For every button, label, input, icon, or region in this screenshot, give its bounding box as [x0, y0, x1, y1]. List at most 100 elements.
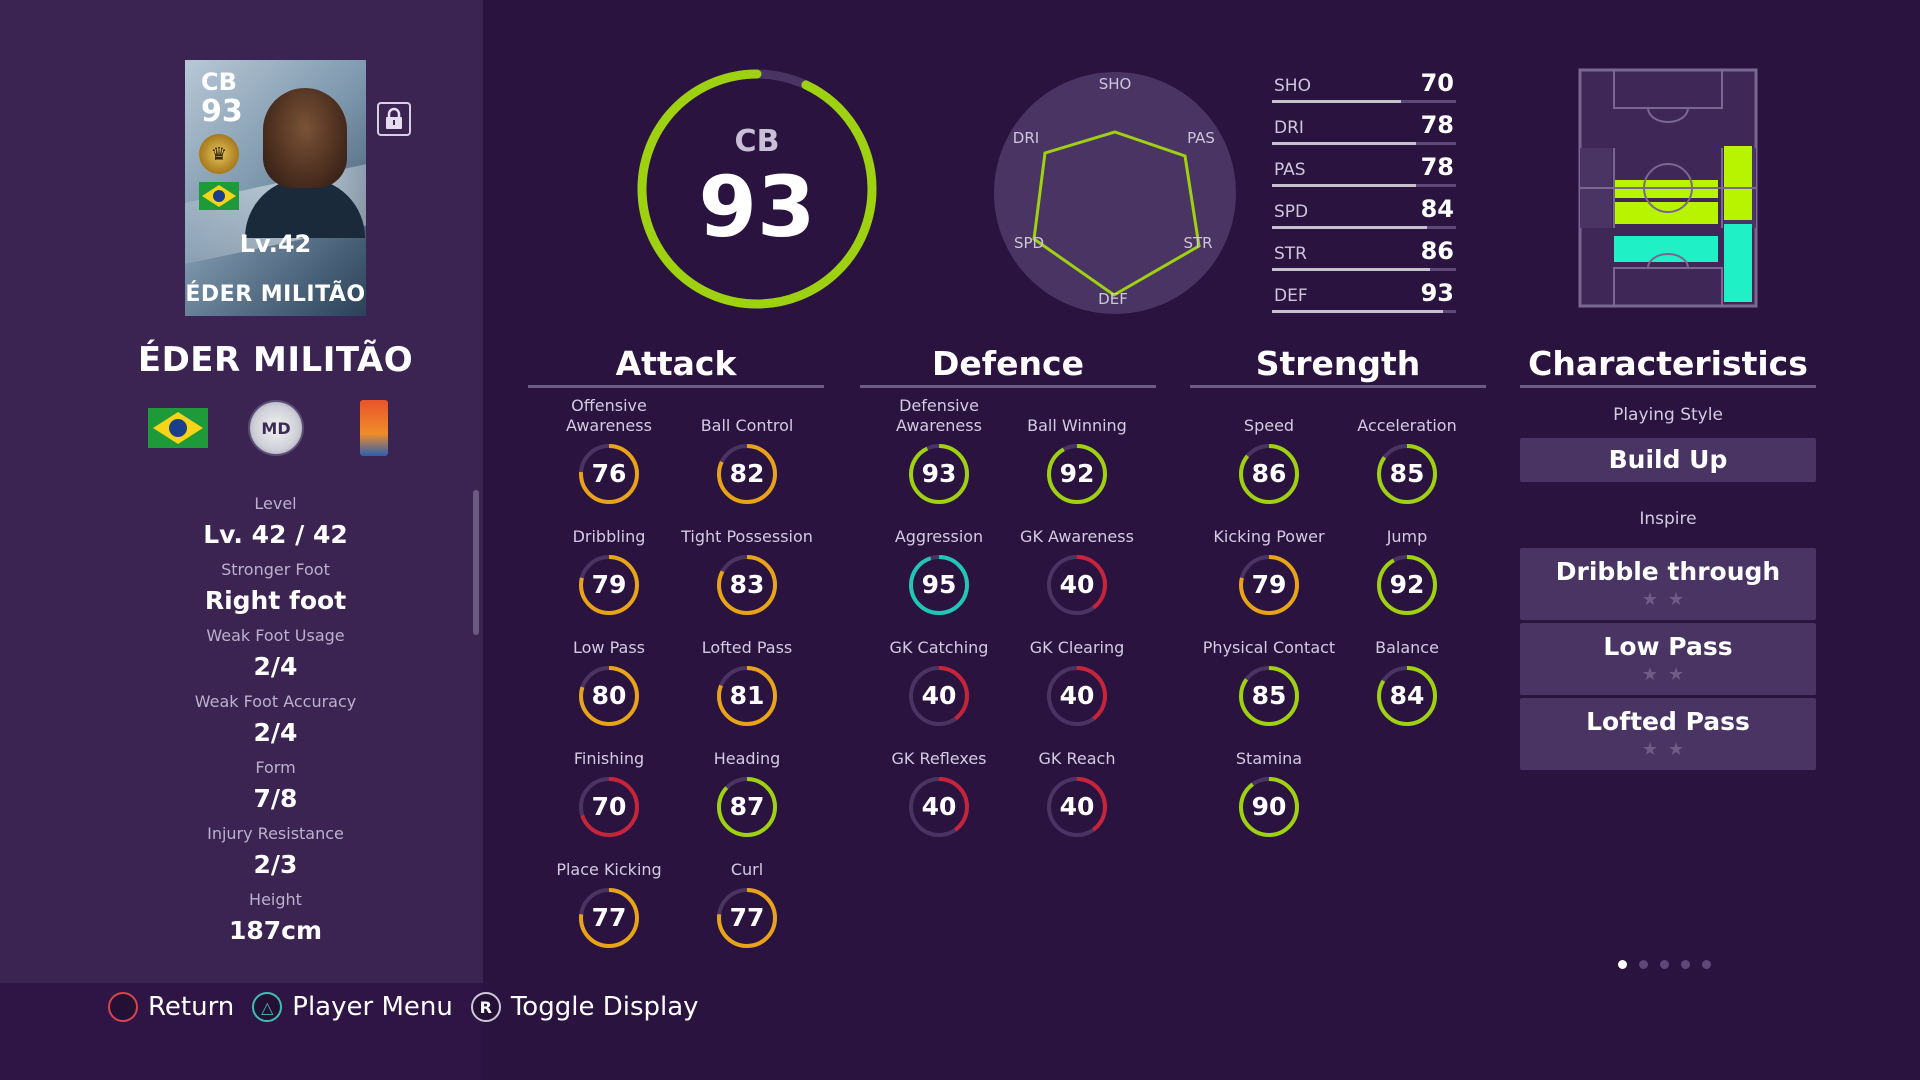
stat-bar-pas: PAS 78 — [1272, 150, 1456, 192]
stat-place-kicking: Place Kicking 77 — [540, 840, 678, 950]
player-menu-button[interactable]: △ Player Menu — [252, 992, 453, 1022]
stat-label: Speed — [1243, 416, 1295, 435]
stat-bar-fill — [1272, 268, 1431, 271]
info-height: Height 187cm — [0, 888, 551, 954]
stat-value: 40 — [1059, 570, 1095, 599]
stat-ring-fill — [717, 444, 777, 504]
stat-ring: 79 — [577, 553, 641, 617]
stat-ring: 93 — [907, 442, 971, 506]
return-button[interactable]: Return — [108, 992, 234, 1022]
stat-label: Dribbling — [572, 527, 646, 546]
overall-value: 93 — [698, 158, 816, 256]
playing-style-value[interactable]: Build Up — [1520, 438, 1816, 482]
stat-label: GK Reflexes — [891, 749, 987, 768]
stat-value: 77 — [591, 903, 627, 932]
stat-ring-graphic — [579, 888, 639, 948]
stat-bar-label: SHO — [1274, 76, 1311, 96]
stat-ring: 87 — [715, 775, 779, 839]
pitch-zone-cb-primary — [1614, 236, 1718, 262]
card-player-name: ÉDER MILITÃO — [185, 282, 366, 307]
page-dot[interactable] — [1639, 960, 1648, 969]
stat-value: 92 — [1059, 459, 1095, 488]
stat-ring-fill — [579, 777, 639, 837]
pitch-zone-rb — [1724, 146, 1752, 220]
page-dot[interactable] — [1681, 960, 1690, 969]
info-value: 2/4 — [253, 718, 298, 747]
stat-ring-fill — [909, 777, 969, 837]
stat-bar-value: 86 — [1420, 237, 1454, 265]
characteristics-panel: Playing Style Build Up Inspire Dribble t… — [1520, 400, 1816, 773]
stat-gk-clearing: GK Clearing 40 — [1008, 618, 1146, 728]
stat-ring: 95 — [907, 553, 971, 617]
stat-ring-fill — [717, 888, 777, 948]
page-dot[interactable] — [1618, 960, 1627, 969]
stat-label: Physical Contact — [1202, 638, 1336, 657]
stat-value: 95 — [921, 570, 957, 599]
circle-button-icon — [108, 992, 138, 1022]
stat-ring: 83 — [715, 553, 779, 617]
inspire-skill-dribble-through[interactable]: Dribble through ★★ — [1520, 548, 1816, 620]
star-icons: ★★ — [1641, 739, 1695, 760]
inspire-label: Inspire — [1639, 509, 1697, 529]
r-button-icon: R — [470, 992, 501, 1022]
stat-ring-graphic — [1047, 777, 1107, 837]
stat-ring-graphic — [1377, 555, 1437, 615]
stat-bar-value: 93 — [1420, 279, 1454, 307]
inspire-skill-low-pass[interactable]: Low Pass ★★ — [1520, 623, 1816, 695]
stat-ring-graphic — [717, 888, 777, 948]
info-value: 2/3 — [253, 850, 298, 879]
toggle-display-button[interactable]: R Toggle Display — [470, 992, 699, 1022]
stat-ring-graphic — [909, 444, 969, 504]
player-name: ÉDER MILITÃO — [137, 340, 414, 380]
page-dot[interactable] — [1660, 960, 1669, 969]
card-position: CB — [201, 68, 237, 96]
toggle-display-label: Toggle Display — [510, 992, 699, 1022]
stat-ring-graphic — [717, 666, 777, 726]
stat-gk-reflexes: GK Reflexes 40 — [870, 729, 1008, 839]
info-label: Weak Foot Usage — [206, 626, 345, 645]
stat-aggression: Aggression 95 — [870, 507, 1008, 617]
info-scrollbar[interactable] — [473, 490, 479, 635]
stat-ring-graphic — [1377, 444, 1437, 504]
star-icons: ★★ — [1641, 664, 1695, 685]
stat-value: 76 — [591, 459, 627, 488]
player-card[interactable]: CB 93 ♛ Lv.42 ÉDER MILITÃO — [185, 60, 366, 316]
stat-ring-graphic — [579, 444, 639, 504]
stat-label: Defensive Awareness — [896, 396, 982, 435]
inspire-skill-lofted-pass[interactable]: Lofted Pass ★★ — [1520, 698, 1816, 770]
stat-label: GK Awareness — [1020, 527, 1134, 546]
stat-value: 93 — [921, 459, 957, 488]
stat-ring-graphic — [579, 555, 639, 615]
radar-label-dri: DRI — [1013, 129, 1039, 147]
stat-label: Ball Winning — [1027, 416, 1127, 435]
stat-offensive-awareness: Offensive Awareness 76 — [540, 396, 678, 506]
info-level: Level Lv. 42 / 42 — [0, 492, 551, 558]
stat-ring-fill — [1377, 444, 1437, 504]
lock-icon[interactable] — [377, 102, 411, 136]
stat-value: 77 — [729, 903, 765, 932]
attack-header: Attack — [615, 344, 737, 383]
stat-label: Stamina — [1235, 749, 1303, 768]
stat-ring: 77 — [577, 886, 641, 950]
stat-label: GK Reach — [1038, 749, 1116, 768]
stat-ring-graphic — [909, 777, 969, 837]
club-crest-icon: MD — [248, 400, 304, 456]
stat-bar-fill — [1272, 100, 1401, 103]
stat-ring-graphic — [717, 555, 777, 615]
info-label: Injury Resistance — [207, 824, 344, 843]
stat-ring-graphic — [1239, 777, 1299, 837]
stat-ring: 92 — [1375, 553, 1439, 617]
stat-ring-graphic — [1239, 666, 1299, 726]
summary-stat-bars: SHO 70 DRI 78 PAS 78 SPD 84 STR 86 DEF 9… — [1272, 66, 1456, 318]
defence-underline — [860, 385, 1156, 388]
skill-name: Dribble through — [1555, 557, 1781, 586]
stat-ring: 77 — [715, 886, 779, 950]
stat-bar-label: PAS — [1274, 160, 1306, 180]
info-value: 7/8 — [253, 784, 298, 813]
stat-bar-value: 78 — [1420, 111, 1454, 139]
controls-strip — [0, 983, 483, 1080]
stat-ring: 70 — [577, 775, 641, 839]
stat-ball-winning: Ball Winning 92 — [1008, 396, 1146, 506]
page-dot[interactable] — [1702, 960, 1711, 969]
stat-jump: Jump 92 — [1338, 507, 1476, 617]
